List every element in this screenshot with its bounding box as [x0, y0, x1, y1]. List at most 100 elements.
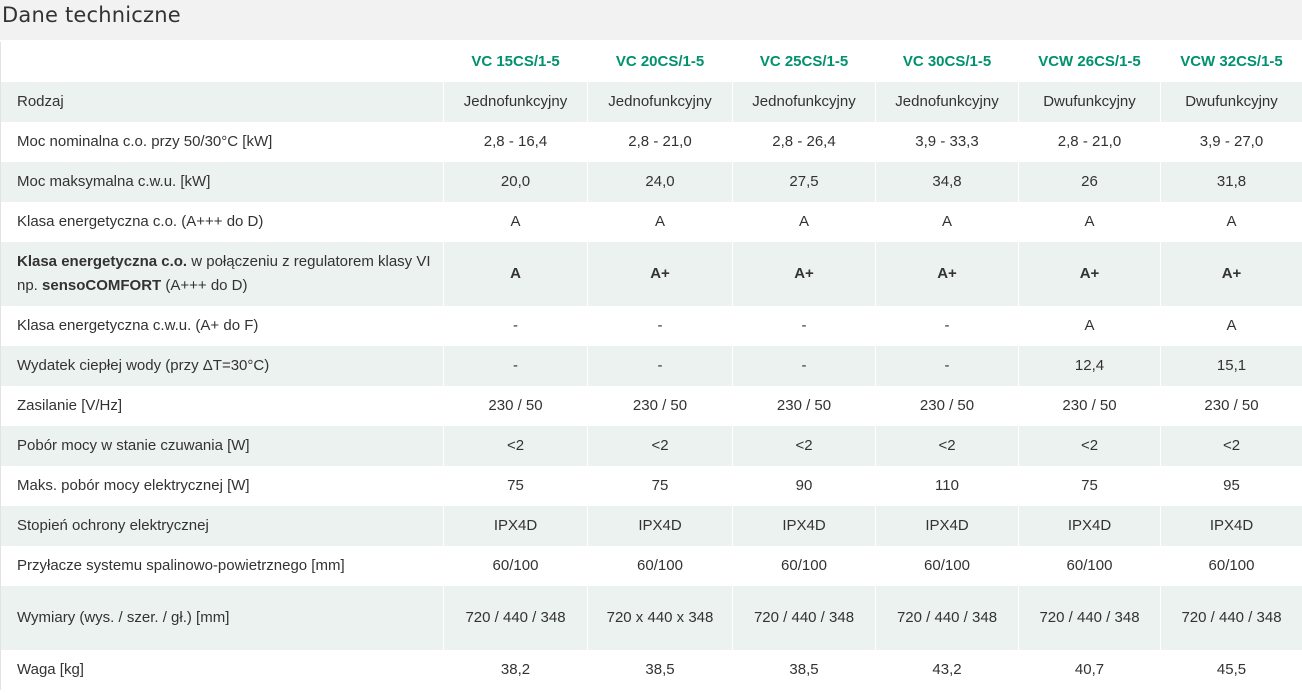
- cell-value: 31,8: [1160, 162, 1302, 202]
- cell-value: A: [732, 202, 876, 242]
- cell-value: 40,7: [1018, 650, 1161, 690]
- cell-value: IPX4D: [1160, 506, 1302, 546]
- cell-value: A+: [732, 242, 876, 306]
- row-label: Wydatek ciepłej wody (przy ΔT=30°C): [0, 346, 444, 386]
- row-label: Rodzaj: [0, 82, 444, 122]
- cell-value: A: [1160, 202, 1302, 242]
- model-header: VC 15CS/1-5: [443, 42, 588, 82]
- cell-value: 90: [732, 466, 876, 506]
- row-label-text: (A+++ do D): [161, 277, 248, 294]
- table-row: Moc nominalna c.o. przy 50/30°C [kW] 2,8…: [0, 122, 1302, 162]
- cell-value: IPX4D: [443, 506, 588, 546]
- cell-value: 38,2: [443, 650, 588, 690]
- cell-value: 43,2: [875, 650, 1019, 690]
- cell-value: 230 / 50: [587, 386, 733, 426]
- cell-value: 12,4: [1018, 346, 1161, 386]
- row-label: Moc maksymalna c.w.u. [kW]: [0, 162, 444, 202]
- cell-value: A: [587, 202, 733, 242]
- cell-value: A: [1018, 306, 1161, 346]
- row-label: Klasa energetyczna c.o. (A+++ do D): [0, 202, 444, 242]
- cell-value: Dwufunkcyjny: [1018, 82, 1161, 122]
- cell-value: 75: [1018, 466, 1161, 506]
- cell-value: 2,8 - 26,4: [732, 122, 876, 162]
- cell-value: 60/100: [443, 546, 588, 586]
- cell-value: A: [1018, 202, 1161, 242]
- cell-value: <2: [1160, 426, 1302, 466]
- cell-value: 230 / 50: [443, 386, 588, 426]
- row-label-text: w połączeniu z regulatorem klasy VI np.: [17, 253, 431, 294]
- cell-value: <2: [587, 426, 733, 466]
- cell-value: Jednofunkcyjny: [732, 82, 876, 122]
- cell-value: <2: [1018, 426, 1161, 466]
- cell-value: 720 / 440 / 348: [1018, 586, 1161, 650]
- table-row: Przyłacze systemu spalinowo-powietrznego…: [0, 546, 1302, 586]
- cell-value: IPX4D: [875, 506, 1019, 546]
- row-label-bold: sensoCOMFORT: [42, 277, 162, 294]
- row-label: Klasa energetyczna c.w.u. (A+ do F): [0, 306, 444, 346]
- model-header: VC 30CS/1-5: [875, 42, 1019, 82]
- cell-value: IPX4D: [587, 506, 733, 546]
- cell-value: <2: [443, 426, 588, 466]
- cell-value: 2,8 - 21,0: [587, 122, 733, 162]
- cell-value: 230 / 50: [1160, 386, 1302, 426]
- row-label: Waga [kg]: [0, 650, 444, 690]
- row-label: Stopień ochrony elektrycznej: [0, 506, 444, 546]
- cell-value: IPX4D: [732, 506, 876, 546]
- row-label: Klasa energetyczna c.o. w połączeniu z r…: [0, 242, 444, 306]
- table-row: Maks. pobór mocy elektrycznej [W] 75 75 …: [0, 466, 1302, 506]
- cell-value: <2: [732, 426, 876, 466]
- cell-value: -: [732, 346, 876, 386]
- cell-value: 2,8 - 16,4: [443, 122, 588, 162]
- cell-value: 45,5: [1160, 650, 1302, 690]
- table-row: Zasilanie [V/Hz] 230 / 50 230 / 50 230 /…: [0, 386, 1302, 426]
- cell-value: A: [875, 202, 1019, 242]
- row-label: Wymiary (wys. / szer. / gł.) [mm]: [0, 586, 444, 650]
- cell-value: Jednofunkcyjny: [875, 82, 1019, 122]
- cell-value: <2: [875, 426, 1019, 466]
- cell-value: Dwufunkcyjny: [1160, 82, 1302, 122]
- cell-value: 60/100: [587, 546, 733, 586]
- cell-value: 3,9 - 33,3: [875, 122, 1019, 162]
- cell-value: IPX4D: [1018, 506, 1161, 546]
- cell-value: 75: [443, 466, 588, 506]
- cell-value: 720 / 440 / 348: [875, 586, 1019, 650]
- cell-value: 60/100: [1018, 546, 1161, 586]
- cell-value: 95: [1160, 466, 1302, 506]
- table-row: Waga [kg] 38,2 38,5 38,5 43,2 40,7 45,5: [0, 650, 1302, 690]
- cell-value: 26: [1018, 162, 1161, 202]
- cell-value: -: [732, 306, 876, 346]
- header-row: VC 15CS/1-5 VC 20CS/1-5 VC 25CS/1-5 VC 3…: [0, 42, 1302, 82]
- cell-value: 38,5: [587, 650, 733, 690]
- cell-value: A: [1160, 306, 1302, 346]
- cell-value: 720 x 440 x 348: [587, 586, 733, 650]
- cell-value: -: [443, 306, 588, 346]
- cell-value: 60/100: [875, 546, 1019, 586]
- cell-value: 110: [875, 466, 1019, 506]
- table-row: Klasa energetyczna c.o. (A+++ do D) A A …: [0, 202, 1302, 242]
- page-title: Dane techniczne: [2, 3, 181, 27]
- cell-value: 230 / 50: [732, 386, 876, 426]
- cell-value: A: [443, 202, 588, 242]
- table-row: Rodzaj Jednofunkcyjny Jednofunkcyjny Jed…: [0, 82, 1302, 122]
- model-header: VCW 26CS/1-5: [1018, 42, 1161, 82]
- row-label: Moc nominalna c.o. przy 50/30°C [kW]: [0, 122, 444, 162]
- table-row: Stopień ochrony elektrycznej IPX4D IPX4D…: [0, 506, 1302, 546]
- row-label: Pobór mocy w stanie czuwania [W]: [0, 426, 444, 466]
- cell-value: 230 / 50: [1018, 386, 1161, 426]
- cell-value: -: [875, 346, 1019, 386]
- cell-value: -: [587, 306, 733, 346]
- row-label-bold: Klasa energetyczna c.o.: [17, 253, 188, 270]
- model-header: VCW 32CS/1-5: [1160, 42, 1302, 82]
- cell-value: 2,8 - 21,0: [1018, 122, 1161, 162]
- row-label: Zasilanie [V/Hz]: [0, 386, 444, 426]
- cell-value: -: [875, 306, 1019, 346]
- cell-value: 34,8: [875, 162, 1019, 202]
- cell-value: 720 / 440 / 348: [732, 586, 876, 650]
- table-row: Wymiary (wys. / szer. / gł.) [mm] 720 / …: [0, 586, 1302, 650]
- row-label: Przyłacze systemu spalinowo-powietrznego…: [0, 546, 444, 586]
- table-row: Moc maksymalna c.w.u. [kW] 20,0 24,0 27,…: [0, 162, 1302, 202]
- cell-value: A+: [1160, 242, 1302, 306]
- table-row: Wydatek ciepłej wody (przy ΔT=30°C) - - …: [0, 346, 1302, 386]
- table-row: Pobór mocy w stanie czuwania [W] <2 <2 <…: [0, 426, 1302, 466]
- cell-value: 15,1: [1160, 346, 1302, 386]
